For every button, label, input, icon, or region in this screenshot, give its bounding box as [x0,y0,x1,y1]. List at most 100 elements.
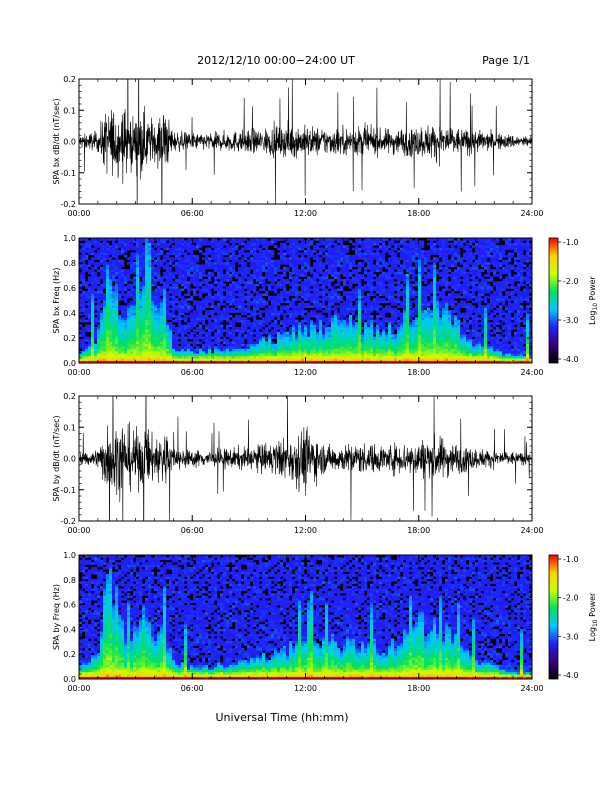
spectrogram-cell [217,262,221,265]
spectrogram-cell [397,286,401,289]
spectrogram-cell [289,264,293,268]
spectrogram-cell [352,271,356,275]
spectrogram-cell [79,350,83,354]
spectrogram-cell [388,350,392,354]
spectrogram-cell [253,324,257,328]
spectrogram-cell [220,269,224,272]
spectrogram-cell [307,257,311,260]
spectrogram-cell [361,334,365,337]
spectrogram-cell [220,240,224,244]
spectrogram-cell [124,348,128,352]
spectrogram-cell [253,307,257,311]
spectrogram-cell [301,355,305,359]
spectrogram-cell [229,343,233,347]
spectrogram-cell [226,262,230,265]
spectrogram-cell [229,240,233,244]
spectrogram-cell [79,250,83,253]
spectrogram-cell [409,346,413,349]
spectrogram-cell [232,307,236,311]
spectrogram-cell [295,358,299,361]
spectrogram-cell [286,250,290,253]
spectrogram-cell [91,329,95,333]
spectrogram-cell [370,326,374,330]
spectrogram-cell [391,302,395,306]
spectrogram-cell [400,250,404,253]
spectrogram-cell [382,314,386,318]
spectrogram-cell [412,322,416,325]
spectrogram-cell [157,348,161,352]
spectrogram-cell [403,346,407,349]
spectrogram-cell [139,286,143,289]
spectrogram-cell [235,276,239,280]
spectrogram-cell [247,259,251,263]
spectrogram-cell [154,326,158,330]
spectrogram-cell [334,245,338,248]
spectrogram-cell [280,242,284,246]
spectrogram-cell [157,355,161,359]
spectrogram-cell [181,307,185,311]
spectrogram-cell [277,238,281,241]
spectrogram-cell [82,360,86,363]
spectrogram-cell [181,242,185,246]
spectrogram-cell [289,238,293,241]
spectrogram-cell [238,317,242,321]
spectrogram-cell [175,300,179,304]
spectrogram-cell [346,247,350,251]
spectrogram-cell [154,293,158,296]
spectrogram-cell [256,329,260,333]
spectrogram-cell [289,302,293,306]
spectrogram-cell [187,346,191,349]
spectrogram-cell [376,288,380,292]
spectrogram-cell [352,293,356,296]
spectrogram-cell [403,290,407,294]
spectrogram-cell [82,307,86,311]
spectrogram-cell [142,281,146,284]
spectrogram-cell [178,245,182,248]
spectrogram-cell [223,355,227,359]
spectrogram-cell [343,331,347,335]
spectrogram-cell [322,264,326,268]
spectrogram-cell [394,238,398,241]
spectrogram-cell [376,247,380,251]
spectrogram-cell [136,293,140,296]
spectrogram-cell [214,319,218,323]
spectrogram-cell [151,319,155,323]
spectrogram-cell [94,295,98,299]
spectrogram-cell [334,264,338,268]
spectrogram-cell [373,266,377,270]
spectrogram-cell [178,276,182,280]
spectrogram-cell [238,242,242,246]
spectrogram-cell [406,305,410,309]
spectrogram-cell [316,322,320,325]
spectrogram-cell [331,348,335,352]
spectrogram-cell [136,314,140,318]
spectrogram-cell [298,346,302,349]
spectrogram-cell [343,358,347,361]
spectrogram-cell [226,348,230,352]
spectrogram-cell [160,288,164,292]
spectrogram-cell [367,264,371,268]
spectrogram-cell [286,240,290,244]
spectrogram-cell [340,242,344,246]
spectrogram-cell [130,278,134,282]
spectrogram-cell [376,317,380,321]
spectrogram-cell [112,322,116,325]
spectrogram-cell [262,350,266,354]
spectrogram-cell [313,305,317,309]
spectrogram-cell [376,250,380,253]
spectrogram-cell [292,269,296,272]
spectrogram-cell [85,329,89,333]
spectrogram-cell [367,252,371,256]
spectrogram-cell [268,288,272,292]
spectrogram-cell [208,350,212,354]
spectrogram-cell [376,295,380,299]
spectrogram-cell [334,295,338,299]
spectrogram-cell [334,288,338,292]
spectrogram-cell [118,278,122,282]
spectrogram-cell [127,355,131,359]
spectrogram-cell [142,269,146,272]
spectrogram-cell [388,276,392,280]
spectrogram-cell [238,254,242,258]
spectrogram-cell [157,324,161,328]
spectrogram-cell [355,329,359,333]
